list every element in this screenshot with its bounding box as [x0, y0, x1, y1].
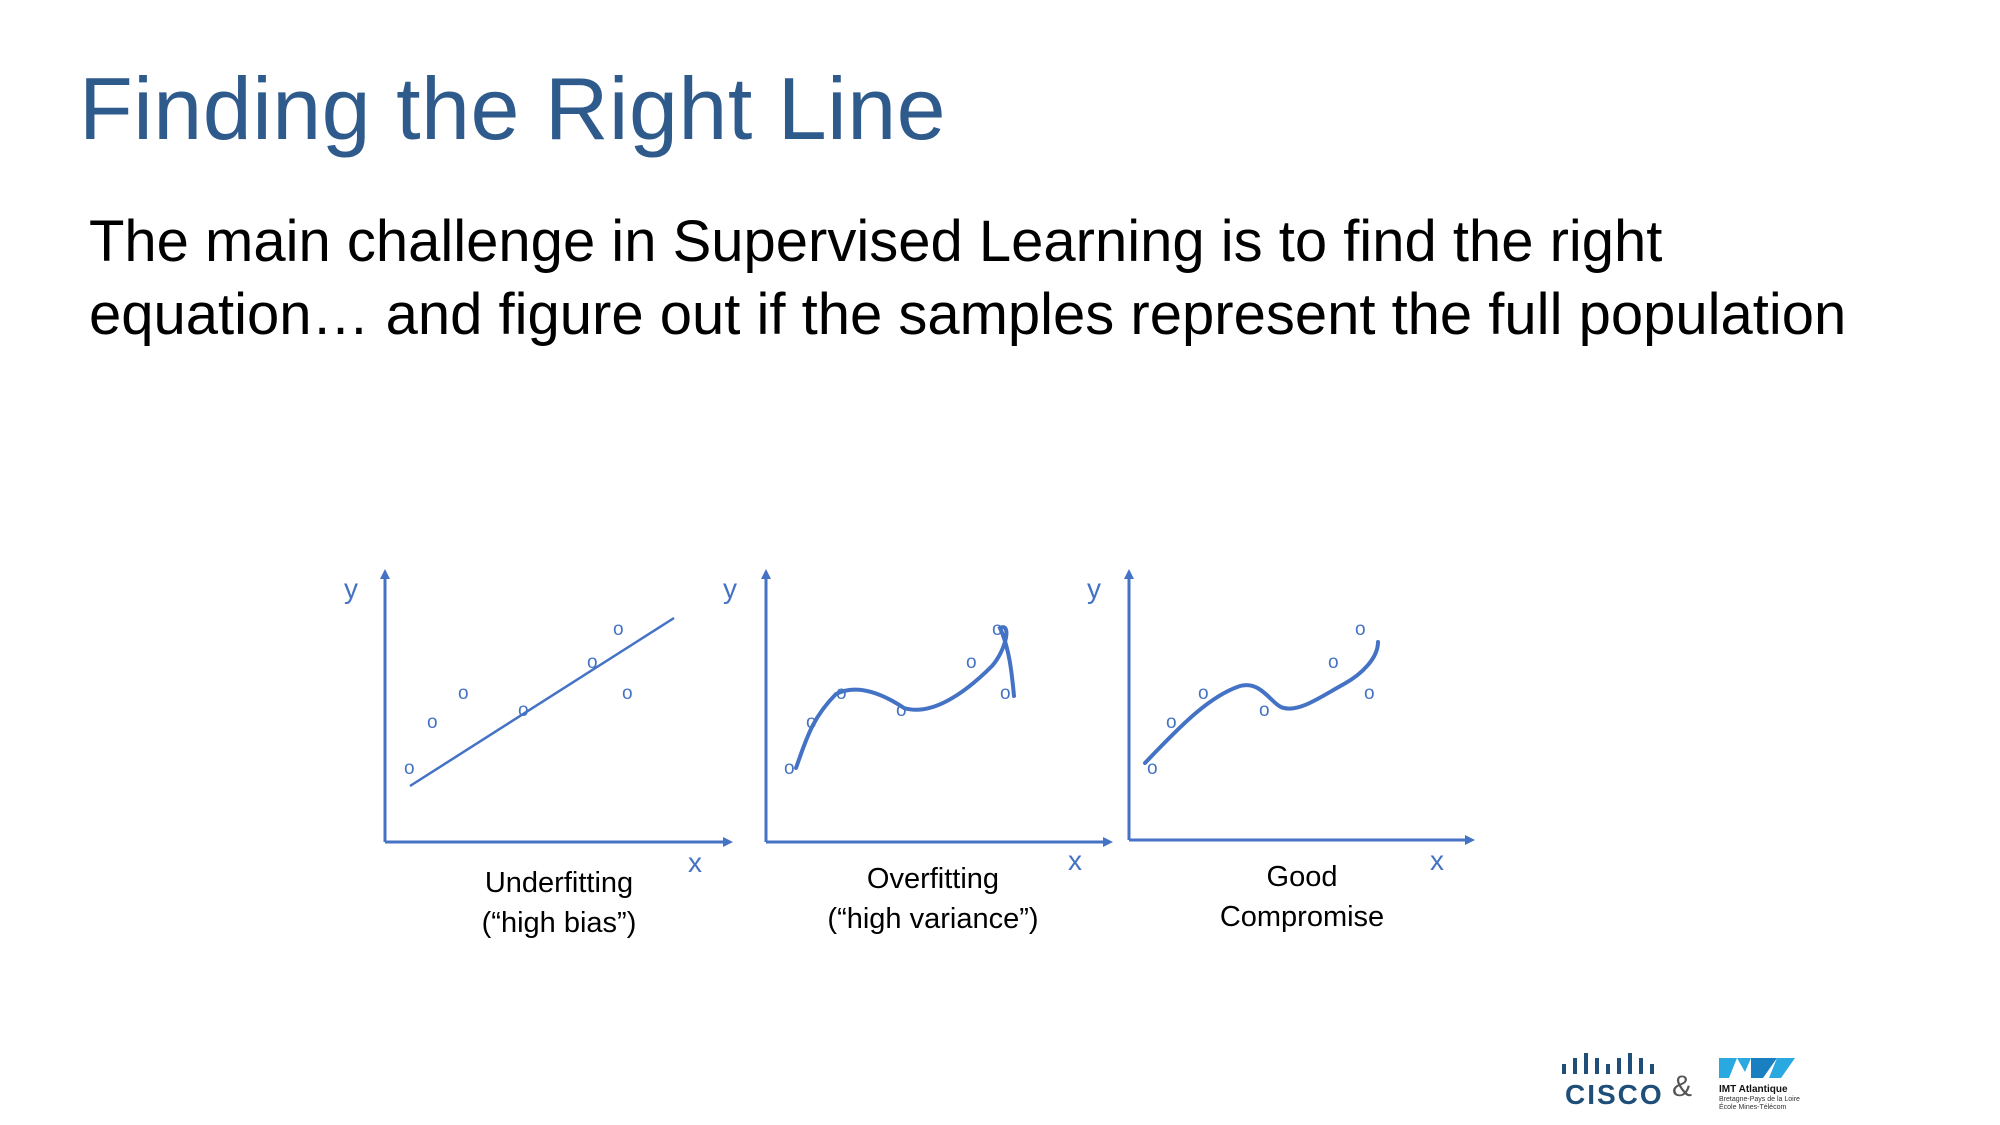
sample-point: o: [992, 619, 1003, 640]
sample-point: o: [966, 652, 977, 673]
imt-name: IMT Atlantique: [1719, 1084, 1788, 1095]
imt-subtitle: École Mines-Télécom: [1719, 1102, 1786, 1111]
sample-point: o: [1166, 712, 1177, 733]
sample-point: o: [1147, 758, 1158, 779]
sample-point: o: [896, 700, 907, 721]
sample-point: o: [622, 683, 633, 704]
panel-caption: (“high variance”): [827, 903, 1038, 935]
y-axis-label: y: [723, 573, 737, 604]
sample-points: o o o o o o o: [404, 619, 633, 779]
sample-point: o: [784, 758, 795, 779]
sample-point: o: [404, 758, 415, 779]
panel-caption: Overfitting: [867, 863, 999, 895]
sample-point: o: [613, 619, 624, 640]
sample-point: o: [1000, 683, 1011, 704]
footer-logos: CISCO & IMT Atlantique Bretagne-Pays de …: [1562, 1053, 1800, 1111]
logo-separator: &: [1672, 1070, 1692, 1103]
panel-caption: (“high bias”): [482, 907, 637, 939]
sample-point: o: [1328, 652, 1339, 673]
imt-atlantique-mark-icon: [1719, 1058, 1795, 1078]
panel-caption: Good: [1267, 861, 1338, 893]
good-compromise-panel: y x o o o o o o o Good Compromise: [1087, 569, 1475, 933]
sample-points: o o o o o o o: [784, 619, 1011, 779]
slide-title: Finding the Right Line: [79, 59, 947, 158]
sample-point: o: [1355, 619, 1366, 640]
sample-point: o: [1198, 683, 1209, 704]
sample-point: o: [836, 683, 847, 704]
sample-point: o: [806, 712, 817, 733]
sample-point: o: [427, 712, 438, 733]
slide-body-text: The main challenge in Supervised Learnin…: [89, 209, 1847, 347]
y-axis-label: y: [1087, 573, 1101, 604]
sample-points: o o o o o o o: [1147, 619, 1375, 779]
fit-curve: [794, 625, 1016, 770]
x-axis-label: x: [1068, 845, 1082, 876]
imt-subtitle: Bretagne-Pays de la Loire: [1719, 1096, 1800, 1103]
panel-caption: Underfitting: [485, 867, 633, 899]
sample-point: o: [518, 700, 529, 721]
cisco-bridge-icon: [1562, 1053, 1654, 1074]
fit-line: [409, 616, 675, 788]
sample-point: o: [458, 683, 469, 704]
panel-caption: Compromise: [1220, 901, 1384, 933]
fit-curve-visible: [1143, 640, 1380, 765]
sample-point: o: [1259, 700, 1270, 721]
underfitting-panel: y x o o o o o o o Underfitting (“high bi…: [344, 569, 733, 939]
x-axis-label: x: [1430, 845, 1444, 876]
y-axis-label: y: [344, 573, 358, 604]
x-axis-label: x: [688, 847, 702, 878]
overfitting-panel: y x o o o o o o o Overfitting (“high var…: [723, 569, 1113, 935]
sample-point: o: [587, 652, 598, 673]
sample-point: o: [1364, 683, 1375, 704]
cisco-logo-text: CISCO: [1565, 1079, 1664, 1110]
